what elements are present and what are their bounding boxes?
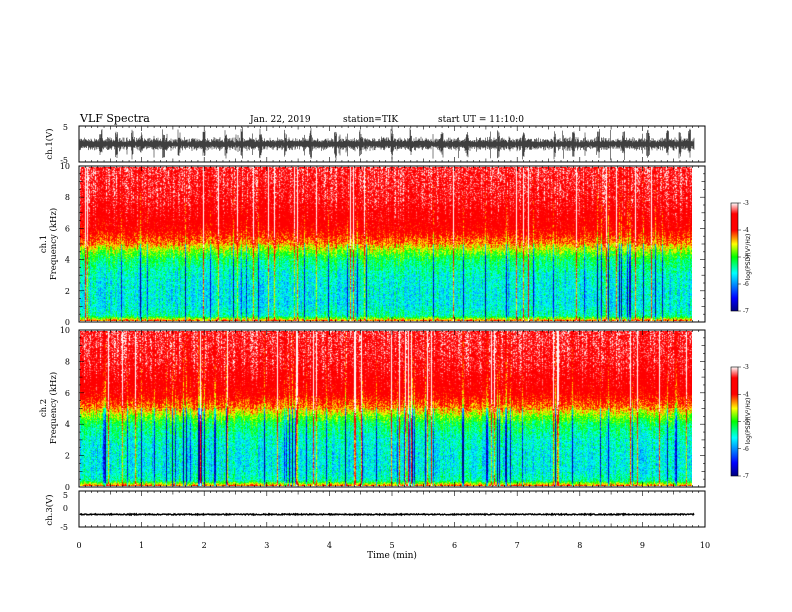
ch3-waveform-panel: 5 0 -5 ch.3(V) [44,490,706,532]
ch2-colorbar: -7 -6 -5 -4 -3 log(PSD)(V²/Hz) [730,364,752,480]
ch2-spectrogram-ylabel: Frequency (kHz) [48,372,59,444]
ch1-spectrogram-ytick-labels: 0 2 4 6 8 10 [60,162,70,327]
ch3-waveform-trace [79,512,695,517]
y-tick-label: 0 [65,318,70,327]
ch1-waveform-ticks [78,126,706,162]
ch1-ytick-bottom: -5 [60,156,68,165]
colorbar-tick-label: -7 [743,308,749,315]
waveform-line [79,512,695,517]
ch1-waveform-trace [79,127,695,161]
station-label: station=TIK [343,115,398,125]
figure-title: VLF Spectra [79,112,150,125]
x-axis-tick-labels: 0 1 2 3 4 5 6 7 8 9 10 [76,541,710,550]
ch1-colorbar-ticks: -7 -6 -5 -4 -3 [738,200,749,315]
x-tick-label: 10 [700,541,710,550]
ch2-spectrogram-image [80,331,692,486]
colorbar-tick-label: -4 [743,391,749,398]
ch3-waveform-ylabel: ch.3(V) [44,494,55,525]
x-tick-label: 3 [264,541,269,550]
x-axis-label: Time (min) [367,550,417,561]
colorbar-tick-label: -5 [743,254,749,261]
ch1-spectrogram-ylabel: Frequency (kHz) [48,208,59,280]
colorbar-tick-label: -6 [743,281,749,288]
ch2-spectrogram-ticks [78,329,706,488]
ch3-waveform-frame [78,490,706,528]
ch2-spectrogram-panel: 0 2 4 6 8 10 ch.2 Frequency (kHz) [39,326,706,492]
ch1-spectrogram-ticks [78,165,706,323]
x-tick-label: 6 [452,541,457,550]
x-tick-label: 7 [515,541,520,550]
ch3-ytick-bottom: -5 [60,523,68,532]
y-tick-label: 10 [60,326,70,335]
colorbar-tick-label: -3 [743,364,749,371]
y-tick-label: 6 [65,224,70,233]
ch1-spectrogram-channel-label: ch.1 [39,235,49,253]
start-time-label: start UT = 11:10:0 [438,115,524,125]
colorbar-tick-label: -6 [743,446,749,453]
ch1-colorbar: -7 -6 -5 -4 -3 log(PSD)(V²/Hz) [730,200,752,315]
colorbar-tick-label: -4 [743,227,749,234]
y-tick-label: 10 [60,162,70,171]
ch3-waveform-ticks [78,491,706,527]
ch2-spectrogram-ytick-labels: 0 2 4 6 8 10 [60,326,70,492]
y-tick-label: 0 [65,483,70,492]
ch2-colorbar-bar [730,366,739,477]
waveform-line [79,127,695,161]
ch1-colorbar-label: log(PSD)(V²/Hz) [745,234,752,281]
colorbar-tick-label: -3 [743,200,749,207]
ch3-ytick-middle: 0 [63,504,68,513]
colorbar-tick-label: -7 [743,473,749,480]
ch2-spectrogram-channel-label: ch.2 [39,399,49,417]
ch2-colorbar-ticks: -7 -6 -5 -4 -3 [738,364,749,480]
y-tick-label: 2 [65,452,70,461]
ch1-waveform-ylabel: ch.1(V) [44,128,55,159]
x-tick-label: 4 [327,541,332,550]
ch1-colorbar-bar [730,202,739,312]
y-tick-label: 8 [65,193,70,202]
ch2-colorbar-label: log(PSD)(V²/Hz) [745,398,752,445]
y-tick-label: 4 [65,420,70,429]
y-tick-label: 8 [65,357,70,366]
ch1-spectrogram-image [80,167,692,321]
ch1-waveform-panel: 5 -5 ch.1(V) [44,123,706,165]
x-tick-label: 5 [389,541,394,550]
x-tick-label: 1 [139,541,144,550]
ch3-ytick-top: 5 [63,491,68,500]
ch1-spectrogram-panel: 0 2 4 6 8 10 ch.1 Frequency (kHz) [39,162,706,327]
ch1-ytick-top: 5 [63,123,68,132]
y-tick-label: 6 [65,389,70,398]
colorbar-tick-label: -5 [743,419,749,426]
x-tick-label: 8 [577,541,582,550]
x-tick-label: 2 [202,541,207,550]
y-tick-label: 2 [65,287,70,296]
x-tick-label: 0 [76,541,81,550]
date-label: Jan. 22, 2019 [249,115,311,125]
x-tick-label: 9 [640,541,645,550]
y-tick-label: 4 [65,256,70,265]
